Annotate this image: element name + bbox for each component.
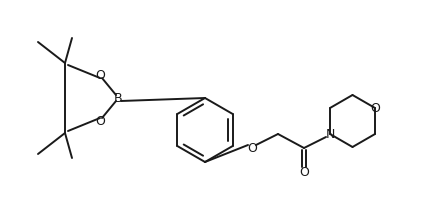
Text: O: O [299,165,309,178]
Text: O: O [95,68,105,81]
Text: O: O [370,101,380,114]
Text: N: N [325,128,335,141]
Text: O: O [247,141,257,154]
Text: O: O [95,114,105,128]
Text: B: B [114,92,122,104]
